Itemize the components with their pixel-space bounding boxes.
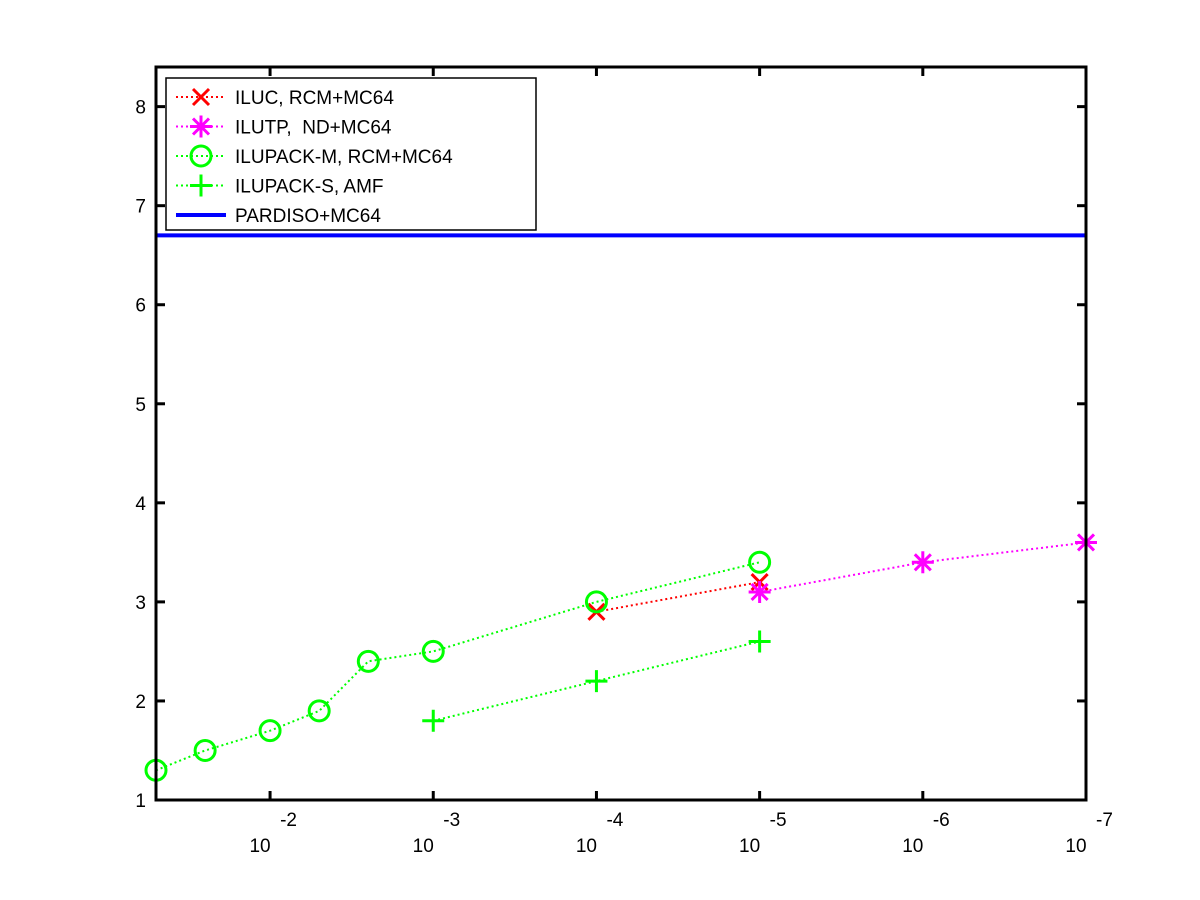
x-tick-base: 10	[249, 836, 270, 857]
x-tick-exponent: -5	[770, 810, 787, 831]
y-tick-label: 2	[135, 692, 146, 713]
legend-entry: PARDISO+MC64	[176, 206, 381, 227]
legend-marker	[189, 144, 213, 168]
x-tick-exponent: -2	[280, 810, 297, 831]
series-2-point-1	[193, 738, 217, 762]
x-tick-label: 10 -4	[576, 810, 624, 857]
y-tick-label: 5	[135, 395, 146, 416]
legend-label: ILUTP, ND+MC64	[235, 118, 392, 139]
legend-label: ILUPACK-S, AMF	[235, 177, 384, 198]
legend-entry: ILUTP, ND+MC64	[176, 115, 392, 139]
y-tick-label: 4	[135, 494, 146, 515]
y-tick-label: 1	[135, 791, 146, 812]
x-tick-label: 10 -3	[413, 810, 460, 857]
legend-label: ILUPACK-M, RCM+MC64	[235, 147, 453, 168]
x-tick-label: 10 -5	[739, 810, 786, 857]
x-tick-label: 10 -2	[249, 810, 296, 857]
series-1-point-0	[748, 580, 771, 603]
series-2-point-4	[356, 649, 380, 673]
x-tick-exponent: -3	[443, 810, 460, 831]
x-tick-base: 10	[1065, 836, 1086, 857]
legend-marker	[190, 115, 212, 138]
x-tick-exponent: -7	[1096, 810, 1113, 831]
y-tick-label: 7	[135, 197, 146, 218]
legend-box	[165, 77, 537, 231]
x-tick-base: 10	[739, 836, 760, 857]
x-tick-exponent: -4	[606, 810, 623, 831]
series-layer	[144, 233, 1097, 782]
series-1-point-1	[911, 551, 934, 574]
series-3-point-2	[748, 630, 771, 653]
series-2-point-3	[307, 699, 331, 723]
legend-entry: ILUC, RCM+MC64	[176, 87, 394, 109]
series-3-point-0	[422, 709, 445, 732]
x-tick-base: 10	[902, 836, 923, 857]
legend-label: ILUC, RCM+MC64	[235, 88, 394, 109]
series-2-point-2	[258, 719, 282, 743]
series-2-point-5	[421, 639, 445, 663]
legend-entry: ILUPACK-S, AMF	[176, 174, 384, 198]
x-tick-label: 10 -7	[1065, 810, 1112, 857]
x-tick-exponent: -6	[933, 810, 950, 831]
y-tick-label: 8	[135, 98, 146, 119]
tick-layer: 1 2 3 4 5 6 7 8 10 -2 10 -3 10 -4 10 -5 10 -6 10 -7	[135, 67, 1113, 857]
series-2-point-7	[748, 550, 772, 574]
x-tick-base: 10	[576, 836, 597, 857]
series-3-point-1	[585, 670, 608, 693]
legend-entry: ILUPACK-M, RCM+MC64	[176, 144, 453, 168]
series-2-point-6	[584, 590, 608, 614]
legend-label: PARDISO+MC64	[235, 206, 381, 227]
legend: ILUC, RCM+MC64 ILUTP, ND+MC64 ILUPACK-M, R…	[165, 77, 537, 231]
plot-frame	[154, 65, 1088, 802]
y-tick-label: 3	[135, 593, 146, 614]
y-tick-label: 6	[135, 296, 146, 317]
series-line-2	[155, 561, 760, 772]
series-line-3	[433, 640, 760, 722]
legend-marker	[190, 174, 212, 197]
legend-marker	[191, 87, 211, 107]
x-tick-label: 10 -6	[902, 810, 949, 857]
x-tick-base: 10	[413, 836, 434, 857]
